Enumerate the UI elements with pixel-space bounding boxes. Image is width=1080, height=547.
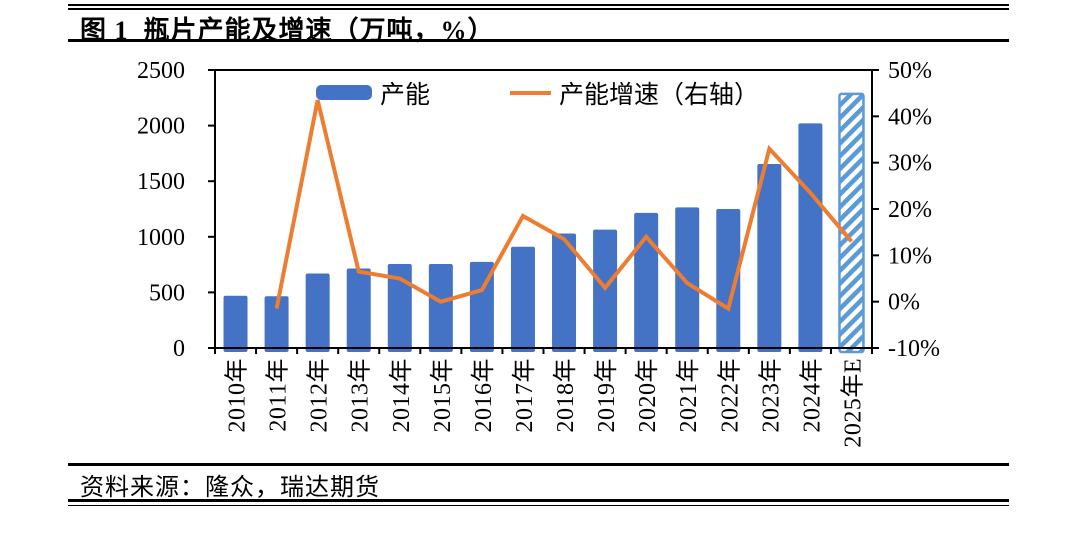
legend-growth-label: 产能增速（右轴） [559,81,759,109]
x-axis-label-2023年: 2023年 [757,358,784,433]
bar-2015年 [428,264,453,352]
bar-2013年 [346,268,371,352]
right-axis-label: 0% [888,290,920,316]
bar-2018年 [552,233,577,352]
left-axis-label: 500 [149,280,185,306]
bar-2010年 [223,295,248,352]
right-axis-label: -10% [888,336,940,362]
bar-2014年 [387,264,412,352]
forecast-bar-2025年E [838,92,865,354]
x-axis-label-2018年: 2018年 [552,358,579,433]
bar-2017年 [510,246,535,352]
right-axis-label: 50% [888,58,932,84]
top-rule [68,4,1009,6]
bar-2023年 [757,163,782,352]
bar-2024年 [798,123,823,352]
x-axis-label-2022年: 2022年 [716,358,743,433]
left-axis-label: 2500 [137,58,185,84]
legend: 产能 产能增速（右轴） [316,81,759,109]
x-axis-label-2012年: 2012年 [306,358,333,433]
footer-bottom-rule [68,499,1009,502]
legend-capacity-swatch [316,85,372,100]
data-source: 资料来源：隆众，瑞达期货 [80,475,380,501]
x-axis-label-2021年: 2021年 [675,358,702,433]
x-axis-label-2013年: 2013年 [347,358,374,433]
x-axis-label-2011年: 2011年 [265,358,292,432]
left-axis-label: 2000 [137,114,185,140]
left-axis-label: 1500 [137,169,185,195]
bar-2012年 [305,273,330,352]
x-axis-label-2017年: 2017年 [511,358,538,433]
bar-2011年 [264,296,289,352]
x-axis-label-2010年: 2010年 [224,358,251,433]
x-axis-label-2020年: 2020年 [634,358,661,433]
left-axis-label: 0 [173,336,185,362]
x-axis-label-2025年E: 2025年E [839,358,866,448]
x-axis-label-2015年: 2015年 [429,358,456,433]
right-axis-label: 10% [888,243,932,269]
bar-2021年 [675,207,700,352]
right-axis-label: 20% [888,197,932,223]
footer-top-rule [68,463,1009,466]
x-axis-label-2016年: 2016年 [470,358,497,433]
bar-2016年 [469,261,494,352]
top-rule-thin [68,8,1009,10]
x-axis-label-2019年: 2019年 [593,358,620,433]
x-axis-label-2014年: 2014年 [388,358,415,433]
right-axis-label: 40% [888,104,932,130]
right-axis-label: 30% [888,151,932,177]
left-axis-label: 1000 [137,225,185,251]
bar-2020年 [634,212,659,352]
growth-line [274,99,853,312]
x-axis-label-2024年: 2024年 [798,358,825,433]
title-underline [68,39,1009,42]
bar-2022年 [716,209,741,352]
legend-capacity-label: 产能 [380,81,430,109]
footer-bottom-rule-thin [68,505,1009,507]
